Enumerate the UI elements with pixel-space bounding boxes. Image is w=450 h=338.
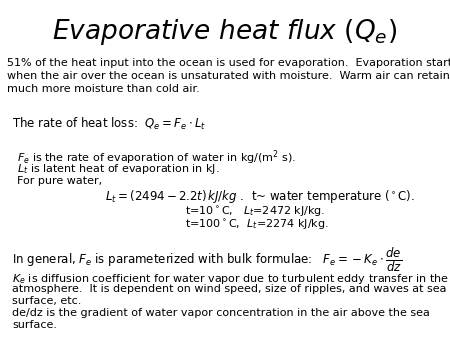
Text: surface, etc.: surface, etc. bbox=[12, 296, 81, 306]
Text: t=10$^\circ$C,   $L_t$=2472 kJ/kg.: t=10$^\circ$C, $L_t$=2472 kJ/kg. bbox=[185, 205, 325, 219]
Text: For pure water,: For pure water, bbox=[17, 176, 102, 186]
Text: $K_e$ is diffusion coefficient for water vapor due to turbulent eddy transfer in: $K_e$ is diffusion coefficient for water… bbox=[12, 272, 449, 286]
Text: surface.: surface. bbox=[12, 320, 57, 330]
Text: t=100$^\circ$C,  $L_t$=2274 kJ/kg.: t=100$^\circ$C, $L_t$=2274 kJ/kg. bbox=[185, 218, 328, 232]
Text: atmosphere.  It is dependent on wind speed, size of ripples, and waves at sea: atmosphere. It is dependent on wind spee… bbox=[12, 284, 446, 294]
Text: $F_e$ is the rate of evaporation of water in kg/(m$^2$ s).: $F_e$ is the rate of evaporation of wate… bbox=[17, 148, 296, 167]
Text: de/dz is the gradient of water vapor concentration in the air above the sea: de/dz is the gradient of water vapor con… bbox=[12, 308, 430, 318]
Text: The rate of heat loss:  $Q_e = F_e \cdot L_t$: The rate of heat loss: $Q_e = F_e \cdot … bbox=[12, 116, 206, 132]
Text: 51% of the heat input into the ocean is used for evaporation.  Evaporation start: 51% of the heat input into the ocean is … bbox=[7, 58, 450, 94]
Text: In general, $F_e$ is parameterized with bulk formulae:   $F_e = -K_e \cdot \dfra: In general, $F_e$ is parameterized with … bbox=[12, 246, 402, 274]
Text: $L_t$ is latent heat of evaporation in kJ.: $L_t$ is latent heat of evaporation in k… bbox=[17, 162, 220, 176]
Text: $\mathbf{\it{Evaporative\ heat\ flux\ (Q_e)}}$: $\mathbf{\it{Evaporative\ heat\ flux\ (Q… bbox=[53, 17, 397, 47]
Text: $L_t = (2494 - 2.2t)\,kJ/kg$ .  t~ water temperature ($^\circ$C).: $L_t = (2494 - 2.2t)\,kJ/kg$ . t~ water … bbox=[105, 188, 415, 205]
